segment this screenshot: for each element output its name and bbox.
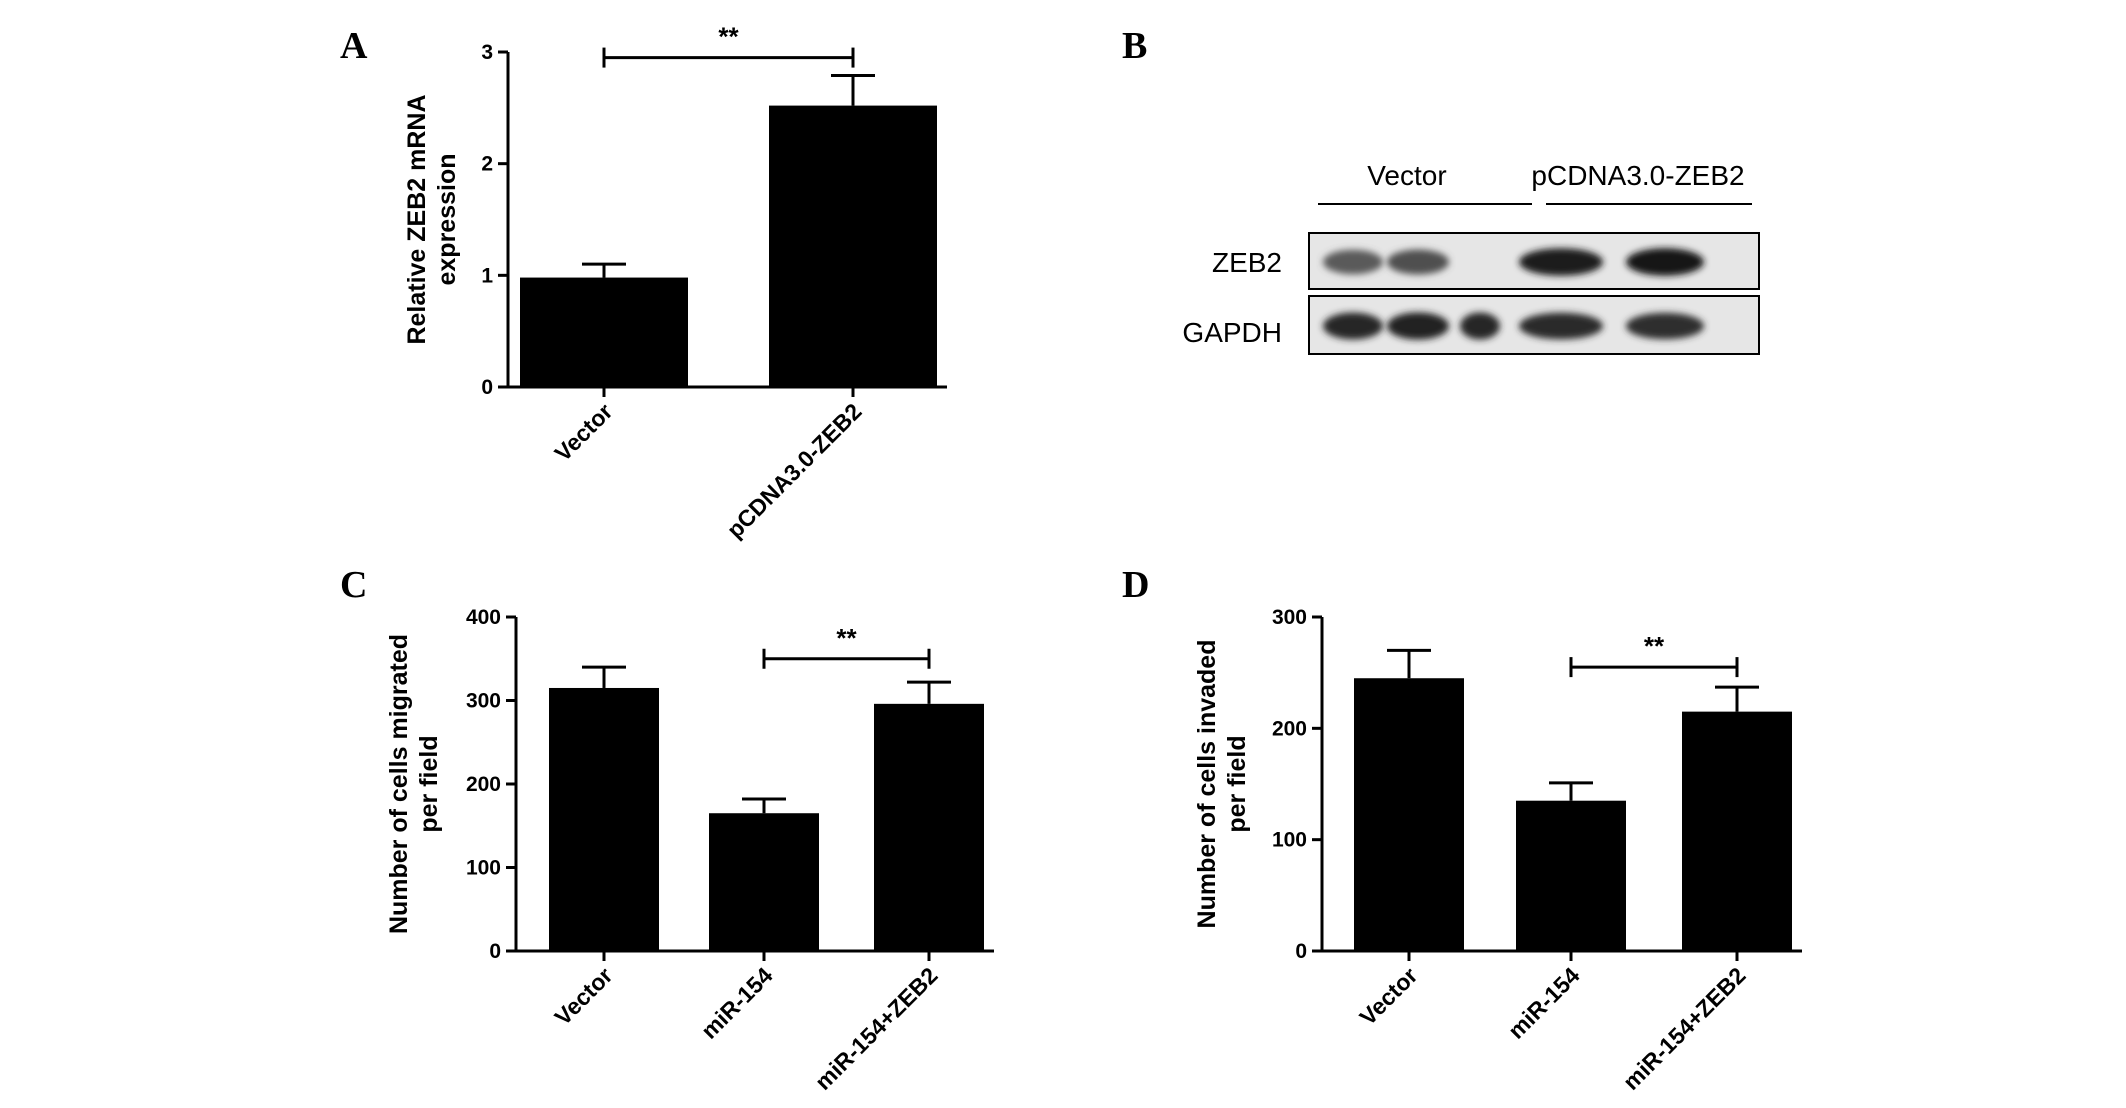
x-tick-label: Vector: [1354, 962, 1422, 1030]
bar: [520, 277, 688, 387]
y-tick-label: 300: [1272, 606, 1307, 629]
blot-band: [1387, 312, 1449, 340]
chart-cells-invaded: 0 100 200 300 Number of cells invaded per fie…: [1193, 606, 1802, 1095]
x-tick-label: miR-154: [1503, 962, 1585, 1044]
significance-label: **: [1644, 631, 1665, 661]
y-tick-label: 100: [1272, 829, 1307, 852]
bar: [1354, 678, 1464, 951]
blot-band: [1323, 249, 1383, 275]
y-tick-label: 200: [1272, 717, 1307, 740]
panel-letter-c: C: [340, 564, 367, 606]
y-axis-label: Number of cells invaded: [1193, 640, 1221, 929]
x-tick-label: miR-154+ZEB2: [1618, 962, 1751, 1095]
blot-group-pcdna: pCDNA3.0-ZEB2: [1531, 160, 1744, 191]
panel-letter-b: B: [1122, 25, 1147, 67]
y-tick-label: 3: [481, 41, 493, 64]
x-tick-label: pCDNA3.0-ZEB2: [722, 398, 867, 543]
chart-cells-migrated: 0 100 200 300 400 Number of cells migrated per…: [385, 606, 994, 1095]
blot-group-vector: Vector: [1367, 160, 1446, 191]
y-axis-label: expression: [433, 153, 461, 285]
y-axis-label: Number of cells migrated: [385, 634, 413, 934]
blot-band: [1387, 249, 1449, 275]
x-tick-label: Vector: [549, 398, 617, 466]
bar: [549, 687, 659, 951]
blot-band: [1519, 248, 1603, 276]
bar: [709, 813, 819, 951]
bar: [769, 105, 937, 387]
y-tick-label: 2: [481, 153, 493, 176]
chart-relative-zeb2-mrna: 0 1 2 3 Relative ZEB2 mRNA expression Vector pC…: [403, 22, 947, 543]
y-tick-label: 1: [481, 264, 493, 287]
blot-band: [1626, 248, 1704, 276]
y-tick-label: 0: [489, 940, 501, 963]
panel-letter-a: A: [340, 25, 368, 67]
blot-band: [1626, 312, 1704, 340]
blot-band: [1323, 312, 1383, 340]
y-tick-label: 400: [466, 606, 501, 629]
bar: [1516, 800, 1626, 951]
y-tick-label: 0: [1295, 940, 1307, 963]
y-tick-label: 200: [466, 773, 501, 796]
bar: [1682, 711, 1792, 951]
significance-label: **: [718, 22, 739, 52]
y-axis-label: per field: [1223, 735, 1251, 832]
blot-row-label-zeb2: ZEB2: [1212, 247, 1282, 278]
significance-label: **: [836, 623, 857, 653]
y-tick-label: 100: [466, 857, 501, 880]
blot-band: [1460, 312, 1500, 340]
panel-letter-d: D: [1122, 564, 1149, 606]
x-tick-label: Vector: [549, 962, 617, 1030]
x-tick-label: miR-154+ZEB2: [810, 962, 943, 1095]
bar: [874, 703, 984, 951]
y-axis-label: Relative ZEB2 mRNA: [403, 94, 431, 344]
x-tick-label: miR-154: [696, 962, 778, 1044]
y-tick-label: 0: [481, 376, 493, 399]
y-axis-label: per field: [415, 735, 443, 832]
y-tick-label: 300: [466, 690, 501, 713]
blot-row-label-gapdh: GAPDH: [1182, 317, 1282, 348]
western-blot: Vector pCDNA3.0-ZEB2 ZEB2 GAPDH: [1182, 160, 1760, 355]
blot-band: [1519, 312, 1603, 340]
